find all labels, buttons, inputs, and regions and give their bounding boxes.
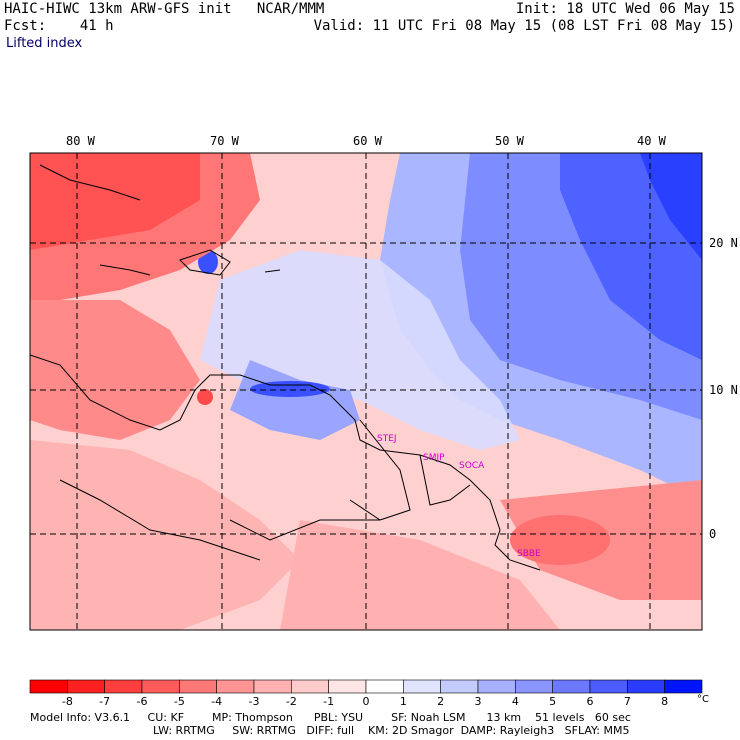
colorbar-tick-label: 2 xyxy=(437,695,444,708)
colorbar-swatch xyxy=(477,679,516,694)
colorbar-tick-label: 6 xyxy=(587,695,594,708)
map-frame xyxy=(29,152,703,631)
colorbar-swatch xyxy=(664,679,703,694)
org-label: NCAR/MMM xyxy=(256,1,325,17)
lat-label-20n: 20 N xyxy=(709,236,738,250)
colorbar-tick-label: 0 xyxy=(363,695,370,708)
colorbar-swatch xyxy=(29,679,68,694)
colorbar-swatch xyxy=(627,679,665,694)
model-title: HAIC-HIWC 13km ARW-GFS init xyxy=(4,1,232,17)
lat-labels: 20 N 10 N 0 xyxy=(709,236,738,541)
colorbar-swatch xyxy=(515,679,553,694)
lat-label-10n: 10 N xyxy=(709,383,738,397)
init-time: Init: 18 UTC Wed 06 May 15 xyxy=(515,1,735,17)
colorbar-tick-label: 5 xyxy=(549,695,556,708)
lon-label-40w: 40 W xyxy=(637,134,667,148)
lat-label-0: 0 xyxy=(709,527,716,541)
colorbar-unit: °C xyxy=(697,694,709,705)
lon-label-50w: 50 W xyxy=(495,134,525,148)
lon-label-70w: 70 W xyxy=(210,134,240,148)
colorbar-tick-label: -6 xyxy=(137,695,148,708)
graticule xyxy=(30,153,702,630)
colorbar-tick-label: -4 xyxy=(211,695,222,708)
colorbar-tick-label: 8 xyxy=(661,695,668,708)
colorbar-tick-label: -5 xyxy=(174,695,185,708)
colorbar-tick-label: -3 xyxy=(249,695,260,708)
lon-label-60w: 60 W xyxy=(353,134,383,148)
colorbar-swatch xyxy=(328,679,367,694)
colorbar-tick-label: -8 xyxy=(62,695,73,708)
model-title-line: HAIC-HIWC 13km ARW-GFS init NCAR/MMM xyxy=(4,1,324,17)
colorbar-swatch xyxy=(552,679,591,694)
station-stej: STEJ xyxy=(377,434,397,444)
station-sbbe: SBBE xyxy=(517,549,541,559)
station-labels: STEJ SMJP SOCA SBBE xyxy=(377,434,541,559)
coastlines xyxy=(30,164,541,571)
valid-time: Valid: 11 UTC Fri 08 May 15 (08 LST Fri … xyxy=(313,18,735,34)
footer-model-info: Model Info: V3.6.1 CU: KF MP: Thompson P… xyxy=(30,711,631,724)
colorbar-tick-label: -2 xyxy=(286,695,297,708)
forecast-hour: Fcst: 41 h xyxy=(4,18,114,34)
colorbar-swatch xyxy=(291,679,329,694)
colorbar-swatch xyxy=(141,679,180,694)
field-name: Lifted index xyxy=(6,36,83,51)
colorbar-swatch xyxy=(440,679,479,694)
colorbar-tick-label: -1 xyxy=(323,695,334,708)
colorbar xyxy=(29,679,703,694)
station-soca: SOCA xyxy=(459,461,485,471)
colorbar-swatch xyxy=(403,679,441,694)
colorbar-tick-label: 4 xyxy=(512,695,519,708)
colorbar-swatch xyxy=(179,679,217,694)
lon-labels: 80 W 70 W 60 W 50 W 40 W xyxy=(66,134,667,148)
colorbar-swatch xyxy=(216,679,255,694)
footer-physics-info: LW: RRTMG SW: RRTMG DIFF: full KM: 2D Sm… xyxy=(153,724,630,737)
colorbar-swatch xyxy=(365,679,404,694)
colorbar-swatch xyxy=(253,679,292,694)
lon-label-80w: 80 W xyxy=(66,134,96,148)
colorbar-swatch xyxy=(67,679,105,694)
colorbar-ticks: -8 -7 -6 -5 -4 -3 -2 -1 0 1 2 3 4 5 6 7 8 xyxy=(62,695,668,708)
lifted-index-field xyxy=(30,153,702,630)
colorbar-tick-label: 1 xyxy=(400,695,407,708)
station-smjp: SMJP xyxy=(423,453,445,463)
colorbar-tick-label: 7 xyxy=(624,695,631,708)
colorbar-swatch xyxy=(589,679,628,694)
colorbar-tick-label: -7 xyxy=(99,695,110,708)
colorbar-swatch xyxy=(104,679,143,694)
colorbar-tick-label: 3 xyxy=(475,695,482,708)
